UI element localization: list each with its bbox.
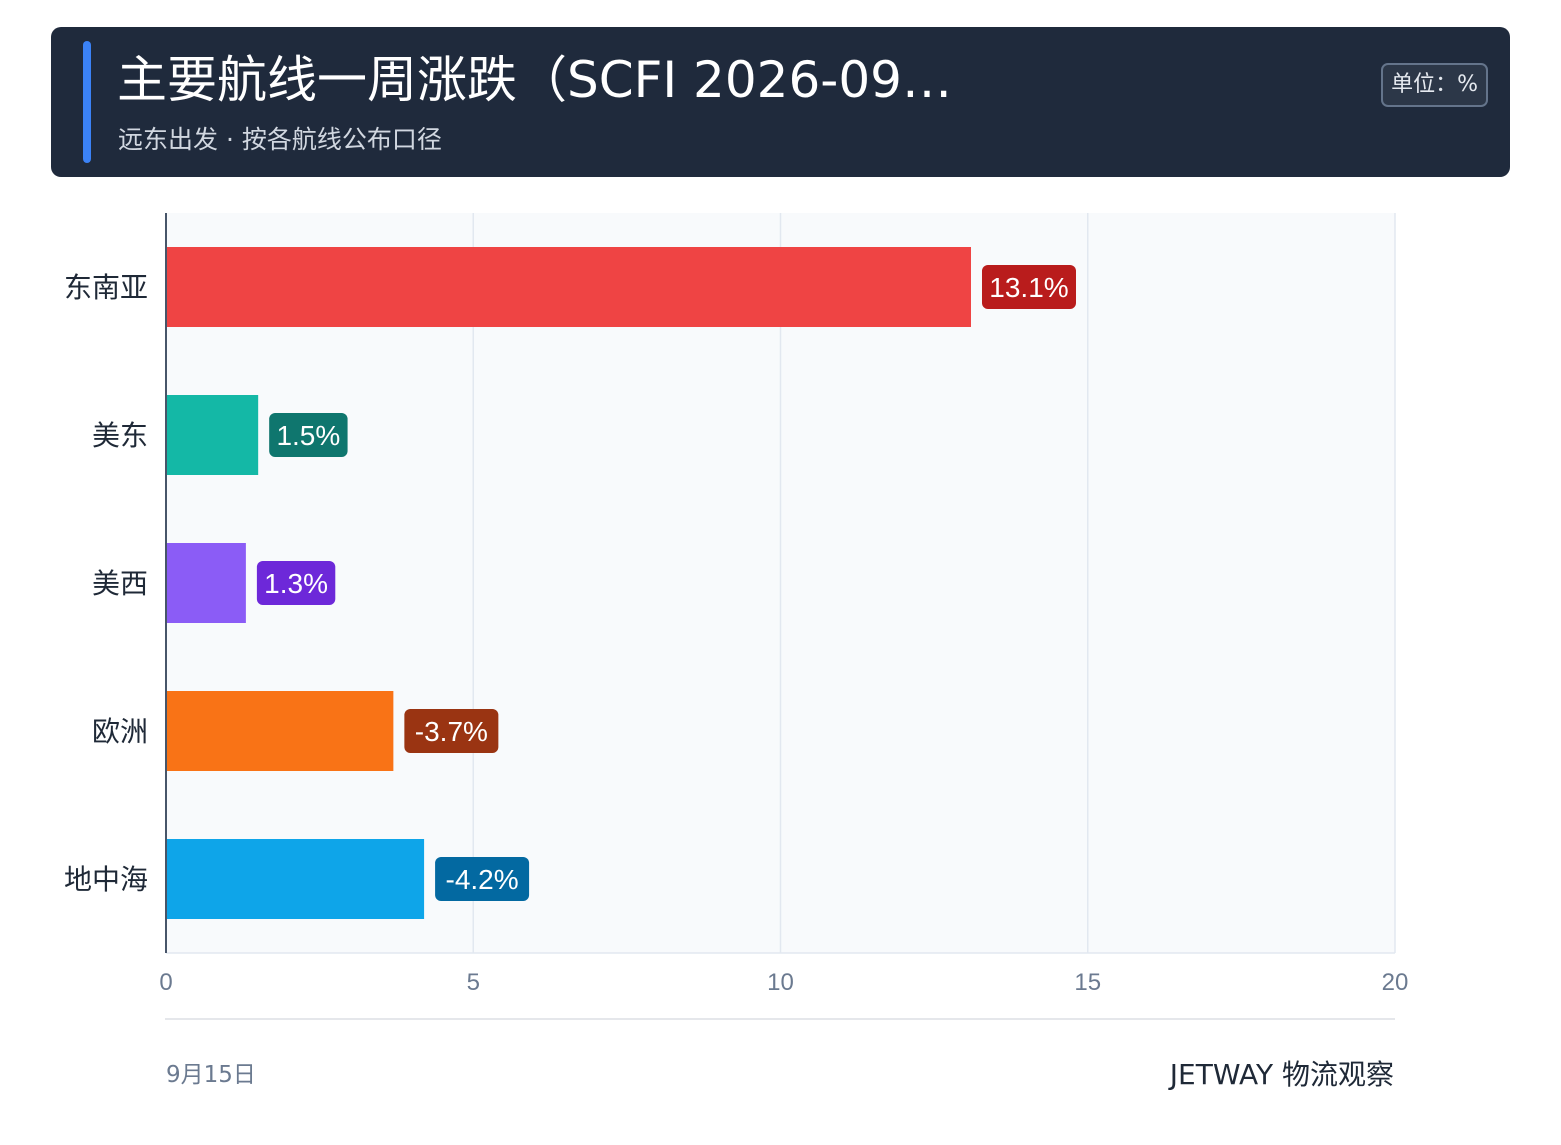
header-accent-bar bbox=[83, 41, 91, 163]
value-label-0: 13.1% bbox=[989, 272, 1068, 303]
footer-brand: JETWAY 物流观察 bbox=[1169, 1058, 1394, 1091]
chart-subtitle: 远东出发 · 按各航线公布口径 bbox=[118, 125, 442, 154]
chart-title: 主要航线一周涨跌（SCFI 2026-09… bbox=[117, 51, 952, 109]
value-label-3: -3.7% bbox=[415, 716, 488, 747]
bar-2 bbox=[167, 543, 246, 623]
bar-3 bbox=[167, 691, 394, 771]
value-label-bg-1 bbox=[269, 413, 348, 457]
unit-badge: 单位：% bbox=[1381, 63, 1488, 107]
x-tick-label-0: 0 bbox=[159, 969, 172, 996]
bar-4 bbox=[167, 839, 425, 919]
value-label-bg-4 bbox=[435, 857, 530, 901]
footer-divider bbox=[165, 1018, 1395, 1020]
bar-0 bbox=[167, 247, 971, 327]
header-banner: 主要航线一周涨跌（SCFI 2026-09… 远东出发 · 按各航线公布口径 单… bbox=[51, 27, 1510, 177]
category-label-3: 欧洲 bbox=[92, 715, 148, 748]
value-label-bg-0 bbox=[981, 265, 1076, 309]
value-label-2: 1.3% bbox=[264, 568, 328, 599]
category-label-4: 地中海 bbox=[64, 863, 148, 896]
x-tick-label-3: 15 bbox=[1074, 969, 1101, 996]
category-label-2: 美西 bbox=[92, 567, 148, 600]
bar-1 bbox=[167, 395, 259, 475]
value-label-bg-3 bbox=[404, 709, 499, 753]
footer-date: 9月15日 bbox=[166, 1062, 256, 1088]
value-label-4: -4.2% bbox=[446, 864, 519, 895]
x-tick-label-4: 20 bbox=[1382, 969, 1409, 996]
value-label-bg-2 bbox=[256, 561, 336, 605]
value-label-1: 1.5% bbox=[276, 420, 340, 451]
x-tick-label-2: 10 bbox=[767, 969, 794, 996]
category-label-0: 东南亚 bbox=[64, 271, 148, 304]
x-tick-label-1: 5 bbox=[467, 969, 480, 996]
bar-chart: 0 5 10 15 20 东南亚 13.1% 美东 1.5% 美西 1.3% 欧洲 -3.7% 地中海 -4… bbox=[64, 213, 1409, 996]
category-label-1: 美东 bbox=[92, 419, 148, 452]
